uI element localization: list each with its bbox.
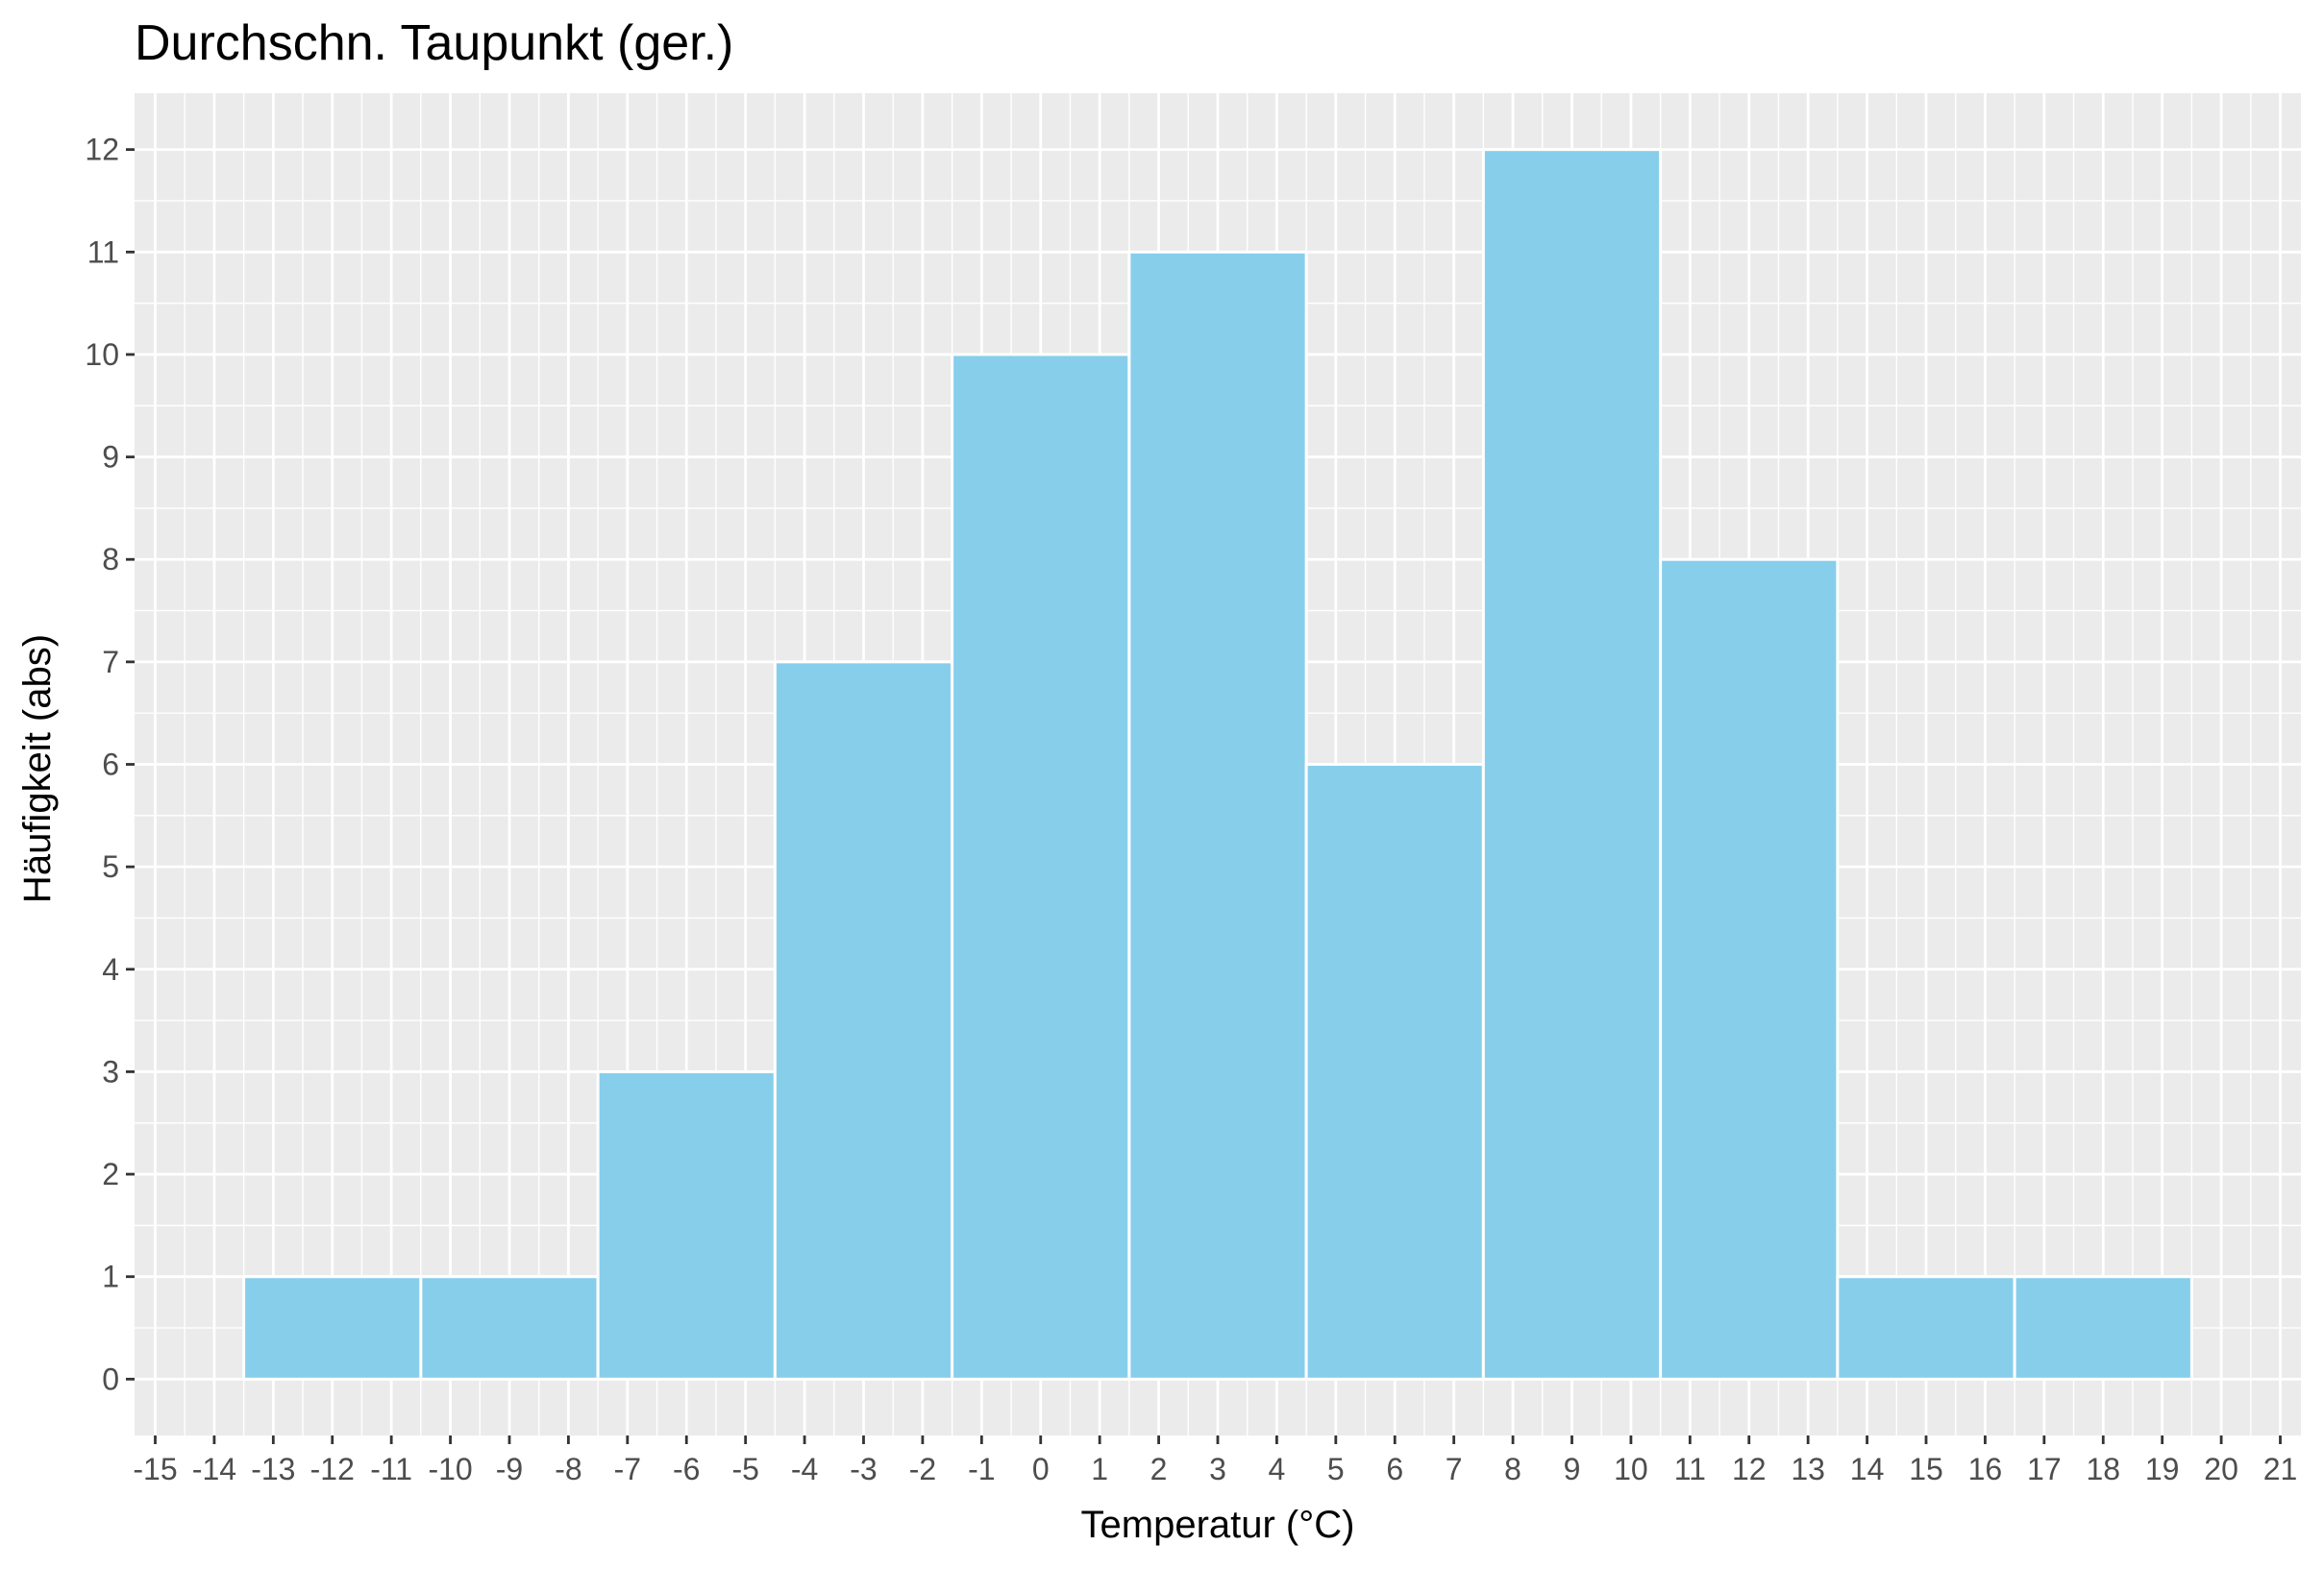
x-tick-label: 17 [2027,1452,2062,1486]
x-tick-label: 21 [2263,1452,2298,1486]
histogram-bar [2013,1275,2193,1381]
x-tick-label: 5 [1327,1452,1345,1486]
x-tick-label: -11 [370,1452,412,1486]
x-tick-label: -6 [673,1452,700,1486]
histogram-bar [1836,1275,2016,1381]
x-tick-label: -4 [791,1452,818,1486]
y-tick-label: 6 [102,748,119,782]
histogram-bar [596,1069,777,1381]
x-tick-label: 0 [1032,1452,1050,1486]
histogram-bar [1127,250,1308,1381]
y-tick-label: 0 [102,1361,119,1396]
histogram-bar [1481,148,1663,1381]
y-tick-label: 11 [87,234,119,269]
x-tick-label: -13 [251,1452,295,1486]
x-tick-label: 6 [1386,1452,1403,1486]
x-tick-label: 12 [1732,1452,1767,1486]
x-tick-label: 2 [1150,1452,1168,1486]
histogram-bar [419,1275,600,1381]
x-tick-label: 20 [2204,1452,2238,1486]
histogram-bar [951,353,1131,1381]
x-tick-label: -3 [850,1452,877,1486]
x-tick-label: 14 [1850,1452,1885,1486]
y-tick-label: 5 [102,849,119,884]
x-axis-title: Temperatur (°C) [1081,1504,1355,1546]
y-tick-label: 8 [102,542,119,576]
x-tick-label: -10 [428,1452,472,1486]
x-tick-label: -15 [133,1452,177,1486]
x-tick-label: 16 [1968,1452,2003,1486]
x-tick-label: 4 [1269,1452,1286,1486]
x-tick-label: -14 [192,1452,236,1486]
y-axis-title: Häufigkeit (abs) [16,634,59,903]
x-tick-label: 11 [1674,1452,1706,1486]
x-tick-label: 13 [1791,1452,1825,1486]
x-tick-label: 15 [1909,1452,1943,1486]
y-tick-label: 9 [102,440,119,475]
y-tick-label: 7 [102,645,119,679]
x-tick-label: 3 [1209,1452,1226,1486]
y-tick-label: 2 [102,1157,119,1191]
x-tick-label: -7 [614,1452,641,1486]
histogram-bar [1659,557,1840,1381]
x-axis: -15 -14 -13 -12 -11 -10 -9 -8 -7 -6 -5 -4 -3 -2 -1 0 1 2 3… [133,1435,2297,1486]
x-tick-label: 7 [1446,1452,1463,1486]
y-tick-label: 4 [102,952,119,987]
chart-title: Durchschn. Taupunkt (ger.) [135,15,733,71]
x-tick-label: 19 [2145,1452,2180,1486]
y-tick-label: 1 [102,1260,119,1294]
x-tick-label: -8 [555,1452,581,1486]
x-tick-label: -9 [496,1452,523,1486]
x-tick-label: 8 [1504,1452,1521,1486]
x-tick-label: 18 [2086,1452,2120,1486]
x-tick-label: -1 [968,1452,995,1486]
x-tick-label: 10 [1614,1452,1648,1486]
x-tick-label: -12 [310,1452,355,1486]
x-tick-label: 9 [1564,1452,1581,1486]
histogram-bar [773,660,954,1381]
histogram-bar [1304,763,1485,1381]
y-tick-label: 12 [85,133,119,167]
x-tick-label: -2 [909,1452,936,1486]
x-tick-label: -5 [731,1452,758,1486]
y-tick-label: 3 [102,1054,119,1089]
x-tick-label: 1 [1091,1452,1108,1486]
y-tick-label: 10 [85,337,119,372]
histogram-bars [242,148,2193,1381]
histogram-bar [242,1275,423,1381]
